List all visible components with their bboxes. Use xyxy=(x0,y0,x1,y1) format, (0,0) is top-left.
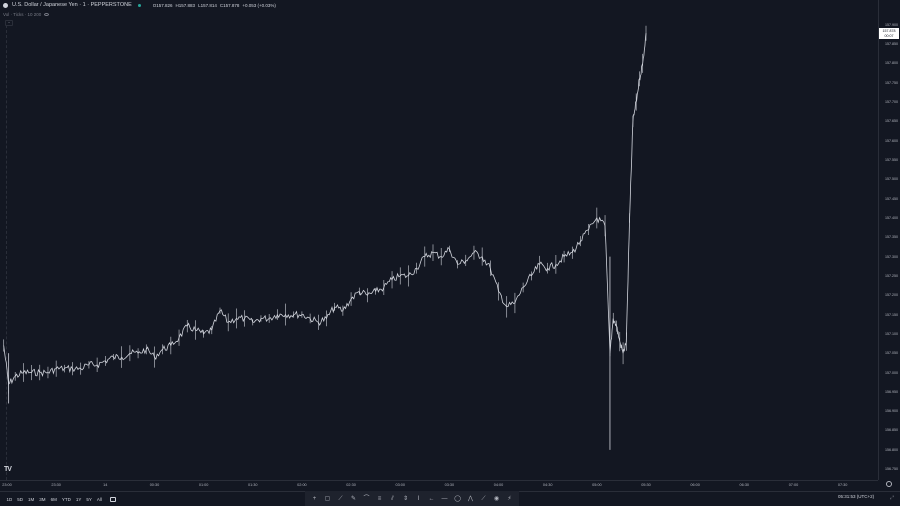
range-button-1m[interactable]: 1M xyxy=(28,496,35,502)
last-price-label: 157.878 00:07 xyxy=(879,28,899,40)
market-status-icon xyxy=(137,3,141,7)
time-tick-label: 03:00 xyxy=(395,483,405,487)
symbol-title[interactable]: U.S. Dollar / Japanese Yen · 1 · PEPPERS… xyxy=(12,2,132,8)
price-tick-label: 156.800 xyxy=(885,447,898,452)
calendar-icon[interactable] xyxy=(110,496,117,502)
price-tick-label: 157.150 xyxy=(885,312,898,317)
time-tick-label: 07:30 xyxy=(837,483,848,487)
price-tick-label: 157.400 xyxy=(885,215,898,220)
time-tick-label: 14 xyxy=(103,483,108,487)
price-tick-label: 157.650 xyxy=(885,119,898,124)
time-tick-label: 01:00 xyxy=(198,483,209,487)
ray-icon[interactable]: ⟋ xyxy=(481,495,486,502)
time-tick-label: 03:30 xyxy=(444,483,455,487)
ohlc-low: L157.814 xyxy=(198,2,217,8)
price-series-line xyxy=(3,33,647,386)
time-tick-label: 02:00 xyxy=(297,483,307,487)
price-tick-label: 157.250 xyxy=(885,273,898,278)
price-tick-label: 157.700 xyxy=(885,100,898,105)
time-tick-label: 01:30 xyxy=(248,483,258,487)
trend-line-icon[interactable]: ⟋ xyxy=(338,495,343,502)
time-tick-label: 00:30 xyxy=(149,483,160,487)
price-tick-label: 157.350 xyxy=(885,235,898,240)
clock[interactable]: 05:31:53 (UTC+2) xyxy=(838,494,875,499)
price-tick-label: 157.500 xyxy=(885,177,898,182)
text-cursor-icon[interactable]: I xyxy=(417,495,420,502)
price-tick-label: 157.200 xyxy=(885,293,898,298)
time-axis[interactable]: 23:00 23:30 14 00:30 01:00 01:30 02:00 02:30 03:… xyxy=(0,480,878,491)
ohlc-open: O157.826 xyxy=(152,2,173,8)
ohlc-close: C157.878 xyxy=(219,2,240,8)
zigzag-icon[interactable]: ⋀ xyxy=(468,495,473,502)
channel-icon[interactable]: ⫽ xyxy=(391,495,394,502)
location-icon[interactable]: ◉ xyxy=(493,495,500,502)
range-button-5y[interactable]: 5Y xyxy=(86,496,92,502)
ohlc-high: H157.883 xyxy=(175,2,196,8)
range-button-1y[interactable]: 1Y xyxy=(75,496,82,502)
time-tick-label: 06:30 xyxy=(739,483,750,487)
tradingview-logo-icon[interactable]: TV xyxy=(4,466,12,473)
price-change: +0.053 (+0.03%) xyxy=(242,2,276,8)
time-tick-label: 23:00 xyxy=(2,483,12,487)
price-tick-label: 156.750 xyxy=(885,467,898,472)
time-tick-label: 04:00 xyxy=(493,483,504,487)
price-tick-label: 157.550 xyxy=(885,157,898,162)
range-button-3m[interactable]: 3M xyxy=(39,496,46,502)
range-button-1d[interactable]: 1D xyxy=(6,496,13,502)
bar-countdown: 00:07 xyxy=(884,33,894,38)
price-tick-label: 157.800 xyxy=(885,61,898,66)
price-axis[interactable]: 157.900 157.850 157.800 157.750 157.700 157.6… xyxy=(878,0,900,480)
horizontal-line-icon[interactable]: — xyxy=(441,495,448,502)
rectangle-icon[interactable]: ▢ xyxy=(324,495,331,502)
price-chart[interactable] xyxy=(0,0,878,480)
time-tick-label: 02:30 xyxy=(346,483,356,487)
time-tick-label: 05:30 xyxy=(641,483,651,487)
range-button-5d[interactable]: 5D xyxy=(17,496,24,502)
ohlc-values: O157.826 H157.883 L157.814 C157.878 +0.0… xyxy=(153,3,276,8)
range-button-6m[interactable]: 6M xyxy=(50,496,57,502)
price-tick-label: 156.850 xyxy=(885,428,898,433)
fib-icon[interactable]: ≡ xyxy=(377,495,382,502)
time-tick-label: 06:00 xyxy=(690,483,700,487)
time-tick-label: 23:30 xyxy=(51,483,61,487)
crosshair-line xyxy=(6,25,7,480)
price-tick-label: 157.100 xyxy=(885,331,898,336)
chart-area[interactable] xyxy=(0,0,878,480)
price-tick-label: 156.900 xyxy=(885,409,898,414)
price-tick-label: 157.600 xyxy=(885,138,898,143)
last-price-value: 157.878 xyxy=(882,29,896,34)
collapse-legend-button[interactable]: ⌃ xyxy=(5,20,13,26)
time-tick-label: 04:30 xyxy=(542,483,553,487)
indicator-label: Vol · Ticks · 10 200 xyxy=(3,12,42,17)
date-range-selector: 1D 5D 1M 3M 6M YTD 1Y 5Y All xyxy=(4,497,104,502)
price-tick-label: 157.300 xyxy=(885,254,898,259)
symbol-icon xyxy=(3,2,8,8)
arrow-left-icon[interactable]: ← xyxy=(428,495,435,502)
price-tick-label: 157.000 xyxy=(885,370,898,375)
pen-icon[interactable]: ✎ xyxy=(350,495,357,502)
time-tick-label: 07:00 xyxy=(788,483,799,487)
price-tick-label: 157.900 xyxy=(885,22,898,27)
eye-icon[interactable] xyxy=(44,13,50,16)
drawing-toolbar: + ▢ ⟋ ✎ ⌒ ≡ ⫽ ⇕ I ← — ◯ ⋀ ⟋ ◉ ⚡ xyxy=(305,491,519,506)
time-tick-label: 05:00 xyxy=(592,483,602,487)
symbol-legend: U.S. Dollar / Japanese Yen · 1 · PEPPERS… xyxy=(3,2,276,8)
crosshair-icon[interactable]: + xyxy=(312,495,317,502)
price-tick-label: 157.450 xyxy=(885,196,898,201)
circle-icon[interactable]: ◯ xyxy=(454,495,461,502)
brush-icon[interactable]: ⌒ xyxy=(363,495,370,502)
expand-icon[interactable]: ⤢ xyxy=(890,495,895,501)
price-tick-label: 157.750 xyxy=(885,80,898,85)
magic-icon[interactable]: ⚡ xyxy=(507,495,512,502)
volume-indicator[interactable]: Vol · Ticks · 10 200 xyxy=(3,12,50,17)
price-tick-label: 157.850 xyxy=(885,42,898,47)
range-button-all[interactable]: All xyxy=(96,496,102,502)
price-tick-label: 156.950 xyxy=(885,389,898,394)
range-button-ytd[interactable]: YTD xyxy=(61,496,71,502)
price-range-icon[interactable]: ⇕ xyxy=(402,495,409,502)
price-tick-label: 157.050 xyxy=(885,351,898,356)
gear-icon[interactable] xyxy=(886,481,892,487)
